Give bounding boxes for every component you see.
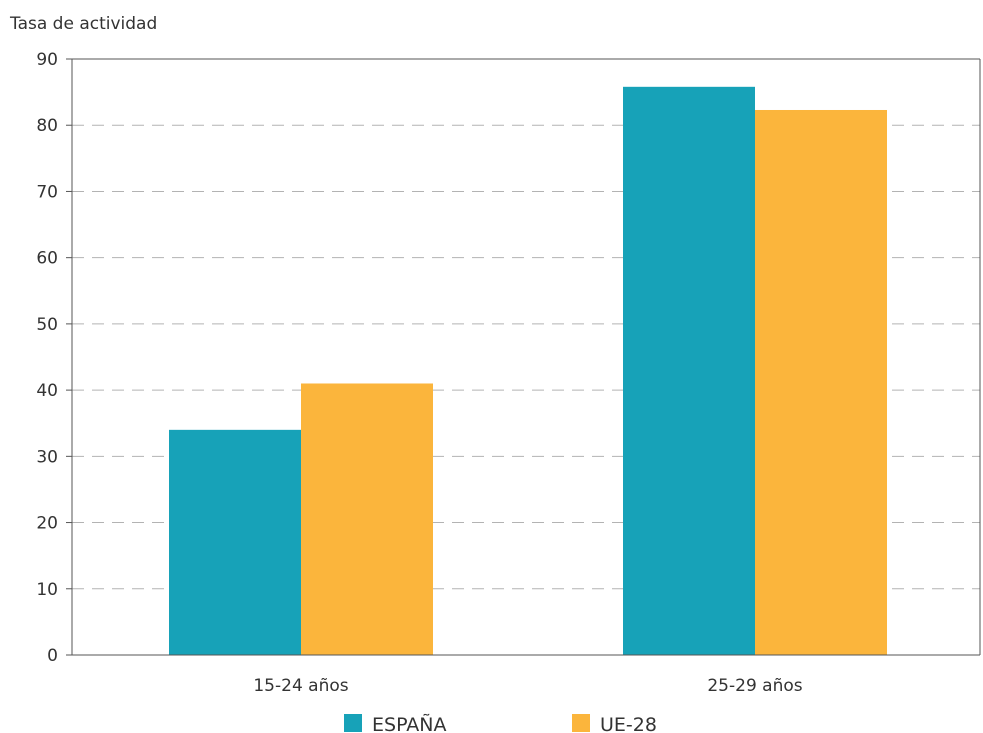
x-tick-label: 15-24 años [253, 676, 348, 696]
y-tick-label: 0 [47, 646, 58, 666]
y-tick-label: 20 [36, 514, 58, 534]
bar-ue-28-1 [755, 109, 887, 656]
x-axis-labels: 15-24 años 25-29 años [253, 676, 802, 696]
y-tick-label: 30 [36, 447, 58, 467]
y-tick-label: 80 [36, 116, 58, 136]
y-axis-ticks: 0 10 20 30 40 50 60 70 80 90 [36, 50, 72, 666]
y-tick-label: 50 [36, 315, 58, 335]
y-tick-label: 10 [36, 580, 58, 600]
bar-espa-a-1 [623, 86, 755, 655]
y-tick-label: 70 [36, 182, 58, 202]
bar-espa-a-0 [169, 429, 301, 655]
legend-label: ESPAÑA [372, 713, 447, 733]
legend-swatch [344, 714, 362, 732]
legend-label: UE-28 [600, 714, 657, 733]
y-axis-title: Tasa de actividad [9, 14, 157, 34]
bars [169, 86, 887, 656]
axes [71, 58, 981, 656]
legend: ESPAÑA UE-28 [344, 713, 657, 733]
y-tick-label: 60 [36, 249, 58, 269]
y-tick-label: 90 [36, 50, 58, 70]
y-tick-label: 40 [36, 381, 58, 401]
x-tick-label: 25-29 años [707, 676, 802, 696]
legend-swatch [572, 714, 590, 732]
bar-ue-28-0 [301, 383, 433, 655]
